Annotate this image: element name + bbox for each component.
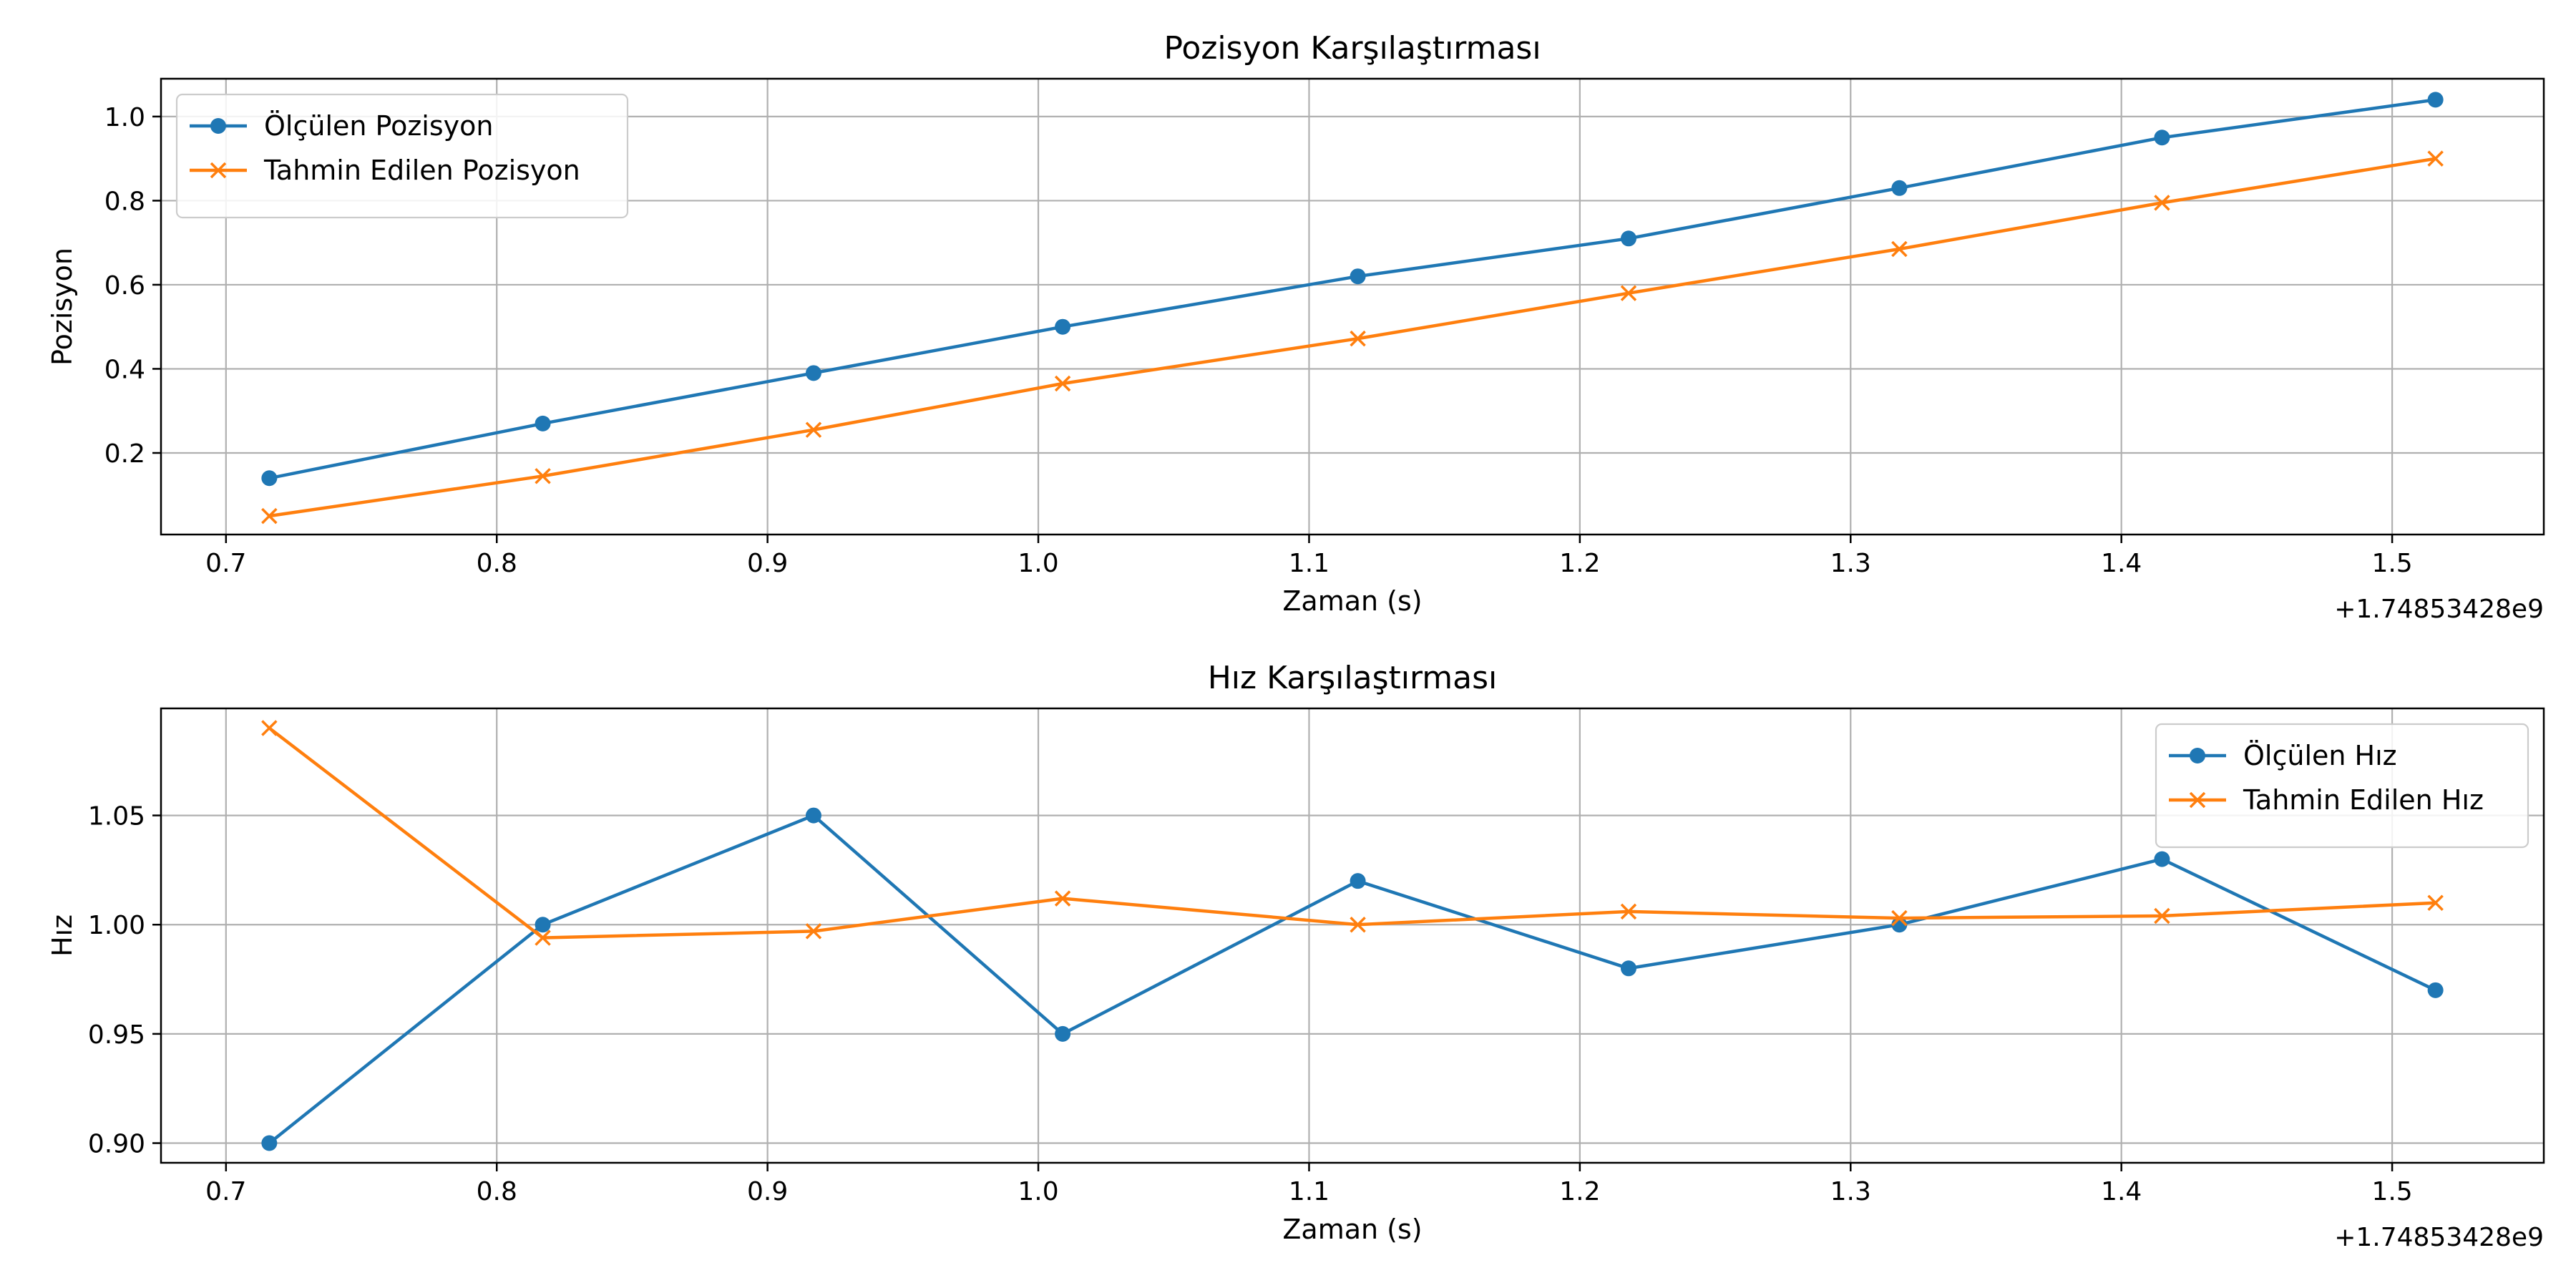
data-point-measured: [261, 470, 278, 487]
legend-marker-x: [210, 162, 227, 179]
x-tick-label: 1.1: [1289, 1177, 1330, 1206]
data-point-estimated: [1620, 285, 1637, 301]
data-point-measured: [1055, 318, 1071, 335]
data-point-estimated: [261, 507, 278, 525]
y-tick-label: 0.8: [104, 187, 145, 216]
x-tick-label: 1.3: [1830, 549, 1871, 578]
data-point-measured: [1055, 1025, 1071, 1042]
x-tick-label: 0.8: [477, 1177, 517, 1206]
legend-marker-circle: [210, 118, 226, 134]
data-point-estimated: [535, 468, 551, 484]
y-axis-label: Pozisyon: [47, 248, 78, 366]
legend-label: Ölçülen Hız: [2243, 740, 2397, 771]
data-point-estimated: [2154, 907, 2170, 924]
x-tick-label: 1.5: [2371, 1177, 2412, 1206]
plot-frame: [160, 707, 2545, 1164]
legend-marker-circle: [2190, 748, 2205, 763]
data-point-measured: [1620, 230, 1636, 247]
velocity-chart: 0.7 0.8 0.9 1.0 1.1 1.2 1.3 1.4 1.5 0.90 0.95 1.00 1…: [47, 660, 2545, 1252]
data-point-estimated: [1350, 917, 1366, 933]
plot-frame: [160, 77, 2545, 536]
series-line-estimated: [268, 726, 2436, 940]
data-point-estimated: [1350, 330, 1366, 347]
x-tick-label: 1.2: [1559, 549, 1600, 578]
data-point-estimated: [1620, 903, 1637, 920]
x-tick-label: 1.5: [2371, 549, 2412, 578]
y-tick-label: 1.05: [88, 802, 145, 831]
x-tick-label: 1.0: [1018, 549, 1058, 578]
chart-title: Hız Karşılaştırması: [1208, 660, 1498, 696]
x-tick-label: 1.3: [1830, 1177, 1871, 1206]
data-point-measured: [805, 365, 821, 381]
x-tick-label: 1.4: [2101, 549, 2142, 578]
data-point-measured: [2154, 851, 2170, 867]
data-point-measured: [2427, 92, 2444, 108]
x-tick-label: 0.9: [747, 1177, 788, 1206]
data-point-estimated: [1891, 909, 1908, 927]
y-tick-label: 0.6: [104, 271, 145, 301]
position-chart: 0.7 0.8 0.9 1.0 1.1 1.2 1.3 1.4 1.5 0.2 0.4 0.6 0.8 1…: [47, 30, 2545, 624]
data-point-estimated: [1891, 240, 1908, 258]
y-tick-label: 1.00: [88, 911, 145, 940]
data-point-estimated: [1054, 375, 1071, 392]
data-point-estimated: [2427, 894, 2444, 911]
data-point-estimated: [2154, 195, 2170, 211]
x-tick-label: 0.7: [205, 549, 246, 578]
data-point-measured: [2427, 982, 2444, 998]
y-tick-label: 1.0: [104, 103, 145, 132]
x-axis-label: Zaman (s): [1282, 585, 1422, 617]
legend: Ölçülen Hız Tahmin Edilen Hız: [2155, 723, 2529, 849]
legend-label: Tahmin Edilen Hız: [2243, 784, 2484, 816]
y-tick-label: 0.2: [104, 439, 145, 469]
x-tick-label: 0.7: [205, 1177, 246, 1206]
data-point-estimated: [2427, 150, 2444, 167]
data-point-measured: [2154, 130, 2170, 146]
x-tick-label: 0.9: [747, 549, 788, 578]
data-point-measured: [535, 415, 551, 431]
x-offset-label: +1.74853428e9: [2334, 595, 2544, 624]
x-tick-label: 1.1: [1289, 549, 1330, 578]
data-point-estimated: [805, 923, 822, 940]
data-point-measured: [261, 1135, 278, 1151]
data-point-estimated: [261, 720, 278, 736]
x-offset-label: +1.74853428e9: [2334, 1223, 2544, 1252]
data-point-measured: [1350, 873, 1366, 889]
x-tick-label: 1.2: [1559, 1177, 1600, 1206]
data-point-measured: [535, 917, 551, 933]
y-tick-label: 0.90: [88, 1130, 145, 1159]
legend-marker-x: [2189, 791, 2206, 809]
data-point-estimated: [805, 421, 822, 438]
y-tick-label: 0.4: [104, 355, 145, 384]
x-tick-label: 1.4: [2101, 1177, 2142, 1206]
data-point-measured: [805, 807, 821, 824]
chart-title: Pozisyon Karşılaştırması: [1163, 30, 1541, 67]
x-tick-label: 1.0: [1018, 1177, 1058, 1206]
data-point-measured: [1891, 180, 1908, 196]
data-point-estimated: [535, 930, 551, 946]
x-axis-label: Zaman (s): [1282, 1214, 1422, 1245]
data-point-estimated: [1054, 890, 1071, 907]
y-tick-label: 0.95: [88, 1020, 145, 1050]
legend-box: [2155, 723, 2529, 849]
data-point-measured: [1620, 960, 1636, 977]
x-tick-label: 0.8: [477, 549, 517, 578]
data-point-measured: [1350, 268, 1366, 285]
series-line-measured: [268, 814, 2436, 1145]
legend-label: Ölçülen Pozisyon: [264, 110, 493, 142]
legend-label: Tahmin Edilen Pozisyon: [263, 155, 580, 186]
legend-box: [175, 93, 629, 219]
legend: Ölçülen Pozisyon Tahmin Edilen Pozisyon: [175, 93, 629, 219]
y-axis-label: Hız: [47, 914, 78, 957]
